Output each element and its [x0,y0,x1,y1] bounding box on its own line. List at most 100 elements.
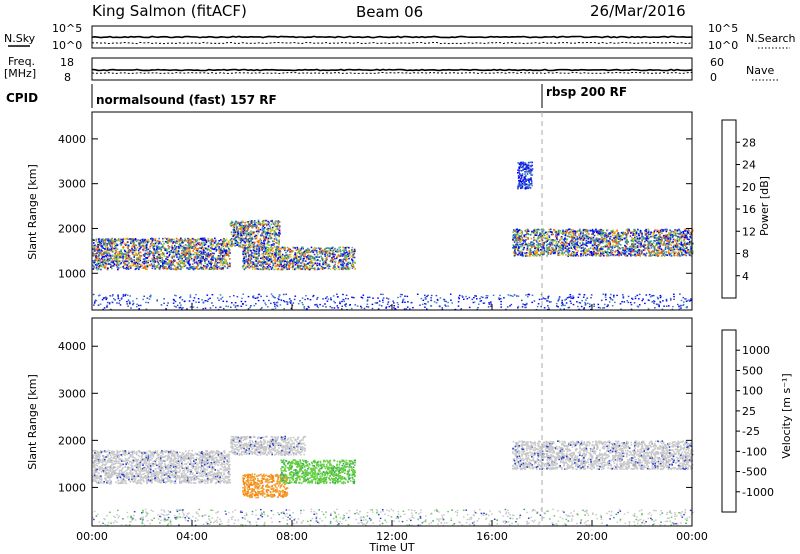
range-time-cell [170,250,173,252]
range-time-cell [267,268,269,270]
range-time-cell [294,267,296,270]
range-time-cell [221,249,223,252]
range-time-cell [190,246,193,249]
range-time-cell [186,267,188,269]
range-time-cell [120,252,123,254]
range-time-cell [259,228,262,231]
range-time-cell [526,255,529,257]
range-time-cell [614,232,616,235]
range-time-cell [242,238,245,241]
range-time-cell [513,251,515,254]
range-time-cell [222,251,224,253]
range-time-cell [255,265,258,268]
range-time-cell [189,243,191,246]
range-time-cell [626,230,629,233]
range-time-cell [202,258,204,261]
range-time-cell [586,242,588,244]
range-time-cell [561,251,564,254]
range-time-cell [334,263,336,266]
range-time-cell [594,242,597,244]
range-time-cell [555,242,557,245]
nave-label: Nave [746,64,774,77]
range-time-cell [553,229,555,231]
range-time-cell [567,228,570,231]
range-time-cell [95,240,97,242]
range-time-cell [236,230,239,233]
range-time-cell [685,254,688,257]
range-time-cell [266,249,268,251]
range-time-cell [309,257,311,260]
range-time-cell [687,241,689,244]
range-time-cell [97,268,100,270]
range-time-cell [611,251,614,254]
range-time-cell [337,262,339,265]
range-time-cell [259,223,261,225]
range-time-cell [111,267,113,270]
range-time-cell [253,249,256,251]
range-time-cell [589,254,592,256]
range-time-cell [521,252,523,255]
nsearch-tick-top: 10^5 [708,22,738,35]
range-time-cell [130,257,133,260]
range-time-cell [151,257,154,260]
range-time-cell [512,237,515,239]
range-time-cell [178,257,181,259]
range-time-cell [134,265,136,267]
range-time-cell [190,258,192,261]
range-time-cell [303,267,306,269]
range-time-cell [544,241,546,243]
range-time-cell [188,244,190,246]
range-time-cell [545,241,547,243]
range-time-cell [276,264,279,267]
range-time-cell [147,261,149,264]
range-time-cell [613,240,616,243]
range-time-cell [520,243,523,245]
range-time-cell [228,242,230,244]
range-time-cell [345,254,348,257]
range-time-cell [99,241,101,244]
range-time-cell [342,264,345,266]
range-time-cell [337,266,340,268]
range-time-cell [633,230,636,232]
range-time-cell [206,256,209,258]
range-time-cell [165,258,167,260]
range-time-cell [251,238,254,240]
range-time-cell [548,247,551,250]
range-time-cell [635,239,638,241]
range-time-cell [96,255,99,258]
range-time-cell [120,266,122,269]
range-time-cell [683,236,686,239]
range-time-cell [173,238,175,241]
range-time-cell [678,242,680,245]
range-time-cell [267,239,269,241]
range-time-cell [603,250,606,253]
range-time-cell [193,257,196,259]
range-time-cell [236,228,238,230]
range-time-cell [261,268,263,271]
range-time-cell [645,233,647,235]
range-time-cell [272,262,274,265]
range-time-cell [642,236,644,238]
range-time-cell [230,222,233,224]
range-time-cell [335,260,337,263]
range-time-cell [280,247,282,250]
range-time-cell [213,268,215,271]
range-time-cell [548,238,550,241]
range-time-cell [197,260,200,262]
range-time-cell [109,242,112,245]
range-time-cell [266,262,269,264]
range-time-cell [233,226,236,229]
range-time-cell [115,243,118,245]
range-time-cell [292,264,295,267]
range-time-cell [260,245,262,248]
range-time-cell [277,267,280,270]
range-time-cell [547,248,550,251]
range-time-cell [598,229,600,232]
range-time-cell [132,239,134,242]
range-time-cell [219,255,221,257]
range-time-cell [203,264,205,267]
range-time-cell [138,244,141,246]
range-time-cell [182,239,184,242]
range-time-cell [560,238,563,241]
range-time-cell [321,253,324,255]
